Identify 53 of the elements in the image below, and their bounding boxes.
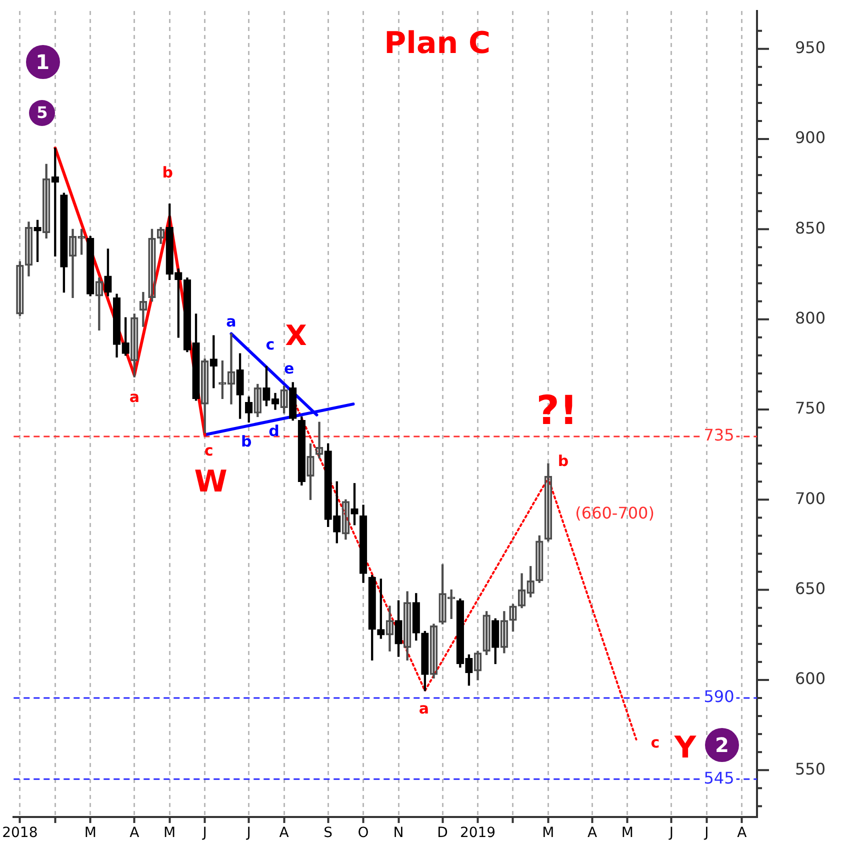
y-tick-label: 650 <box>795 578 826 598</box>
annotation: ?! <box>536 388 578 434</box>
y-tick-label: 850 <box>795 218 826 238</box>
y-tick-label: 700 <box>795 488 826 508</box>
x-tick-label: O <box>358 825 369 842</box>
ref-line-label: 590 <box>704 687 734 706</box>
x-tick-label: J <box>668 825 674 842</box>
annotation: X <box>285 319 308 352</box>
x-tick-label: A <box>279 825 290 842</box>
y-tick-label: 600 <box>795 669 826 688</box>
y-tick-label: 950 <box>795 38 826 58</box>
y-tick-label: 550 <box>795 759 826 778</box>
x-tick-label: A <box>130 825 140 842</box>
annotation: c <box>266 336 275 354</box>
x-tick-label: 2019 <box>460 825 496 842</box>
annotation: 1 <box>36 50 50 74</box>
x-tick-label: J <box>246 825 251 842</box>
annotation: 2 <box>715 733 729 757</box>
annotation: c <box>204 442 214 460</box>
annotation: d <box>268 422 280 440</box>
number-badge: 5 <box>29 100 56 126</box>
annotation: a <box>226 312 236 331</box>
annotation: c <box>650 733 660 752</box>
ref-line-label: 545 <box>704 768 734 788</box>
annotation: a <box>418 700 429 718</box>
annotation: a <box>129 388 140 406</box>
x-tick-label: N <box>393 825 404 842</box>
x-tick-label: M <box>542 825 554 842</box>
y-tick-label: 800 <box>795 308 826 328</box>
x-tick-label: J <box>704 825 709 842</box>
annotation: b <box>558 452 569 470</box>
annotation: 5 <box>36 103 48 122</box>
x-tick-label: A <box>587 825 598 842</box>
annotation: W <box>194 464 228 500</box>
annotation: b <box>240 432 252 451</box>
y-tick-label: 900 <box>795 128 826 148</box>
x-tick-label: M <box>621 825 634 842</box>
text: Plan C <box>384 26 491 61</box>
x-tick-label: M <box>84 825 96 842</box>
annotation: Y <box>673 730 698 766</box>
annotation: (660-700) <box>575 503 654 522</box>
x-tick-label: D <box>437 825 448 842</box>
annotation: e <box>284 360 294 378</box>
annotation: b <box>162 163 174 182</box>
x-tick-label: A <box>737 825 748 842</box>
x-tick-label: S <box>324 825 333 842</box>
y-tick-label: 750 <box>795 398 826 418</box>
number-badge: 1 <box>26 45 60 79</box>
number-badge: 2 <box>705 728 739 762</box>
x-tick-label: J <box>202 825 207 842</box>
ref-line-label: 735 <box>704 426 734 445</box>
x-tick-label: M <box>164 825 176 842</box>
x-tick-label: 2018 <box>2 825 38 842</box>
